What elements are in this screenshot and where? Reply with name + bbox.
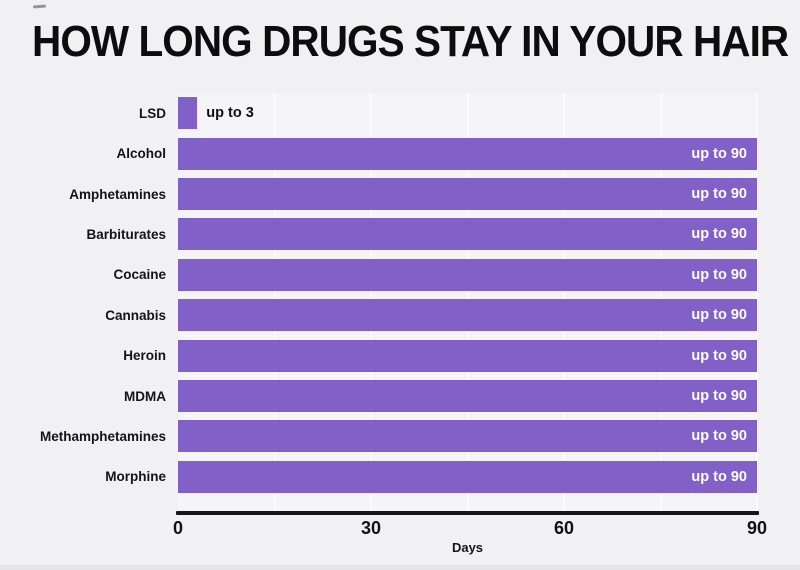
category-label: Methamphetamines bbox=[39, 428, 166, 444]
bar-track: up to 90 bbox=[178, 339, 757, 372]
bar-value-label: up to 90 bbox=[691, 186, 747, 203]
bar bbox=[178, 218, 757, 251]
x-tick-label: 30 bbox=[360, 518, 382, 538]
bar bbox=[178, 380, 757, 413]
bar-value-label: up to 90 bbox=[691, 428, 747, 445]
category-label: Cocaine bbox=[113, 267, 166, 283]
smudge-mark bbox=[32, 4, 47, 9]
bar-value-label: up to 3 bbox=[206, 105, 254, 122]
bar-track: up to 3 bbox=[178, 97, 757, 130]
bar-row: Morphine up to 90 bbox=[0, 457, 757, 497]
bar-row: Cannabis up to 90 bbox=[0, 295, 757, 335]
bar-value-label: up to 90 bbox=[691, 226, 747, 243]
bar bbox=[178, 97, 198, 130]
bar bbox=[178, 339, 757, 372]
bar-row: Cocaine up to 90 bbox=[0, 255, 757, 295]
category-label: LSD bbox=[139, 105, 166, 121]
bar-row: MDMA up to 90 bbox=[0, 376, 757, 416]
category-label: Alcohol bbox=[116, 146, 167, 162]
x-tick-label: 90 bbox=[746, 518, 768, 538]
bar-row: Alcohol up to 90 bbox=[0, 133, 757, 173]
bar-value-label: up to 90 bbox=[691, 388, 747, 405]
x-tick-label: 60 bbox=[553, 518, 575, 538]
bar-value-label: up to 90 bbox=[691, 468, 747, 485]
bar-row: Barbiturates up to 90 bbox=[0, 214, 757, 254]
bar-track: up to 90 bbox=[178, 258, 757, 291]
bar bbox=[178, 420, 757, 453]
bar-value-label: up to 90 bbox=[691, 145, 747, 162]
x-tick-label: 0 bbox=[172, 518, 184, 538]
bar-row: Heroin up to 90 bbox=[0, 335, 757, 375]
category-label: Amphetamines bbox=[69, 186, 166, 202]
bar bbox=[178, 460, 757, 493]
bar-value-label: up to 90 bbox=[691, 266, 747, 283]
bar-value-label: up to 90 bbox=[691, 347, 747, 364]
category-label: Cannabis bbox=[105, 307, 166, 323]
bar-row: Amphetamines up to 90 bbox=[0, 174, 757, 214]
bar bbox=[178, 178, 757, 211]
x-axis-ticks: 0 30 60 90 bbox=[173, 518, 767, 540]
category-label: Barbiturates bbox=[86, 226, 166, 242]
bar-track: up to 90 bbox=[178, 420, 757, 453]
bar-row: Methamphetamines up to 90 bbox=[0, 416, 757, 456]
gridline bbox=[756, 93, 758, 512]
chart-title: HOW LONG DRUGS STAY IN YOUR HAIR bbox=[32, 17, 789, 66]
category-label: MDMA bbox=[124, 388, 166, 404]
bar-rows: LSD up to 3 Alcohol up to 90 Amphetamines up … bbox=[0, 93, 757, 497]
category-label: Heroin bbox=[123, 348, 166, 364]
bar bbox=[178, 137, 757, 170]
bar-track: up to 90 bbox=[178, 137, 757, 170]
category-label: Morphine bbox=[105, 469, 166, 485]
bar bbox=[178, 258, 757, 291]
bar-value-label: up to 90 bbox=[691, 307, 747, 324]
bar-track: up to 90 bbox=[178, 178, 757, 211]
bar-track: up to 90 bbox=[178, 460, 757, 493]
x-axis-label: Days bbox=[451, 540, 484, 555]
bar-track: up to 90 bbox=[178, 380, 757, 413]
bar-track: up to 90 bbox=[178, 218, 757, 251]
bar-row: LSD up to 3 bbox=[0, 93, 757, 133]
bottom-edge-shadow bbox=[0, 565, 800, 570]
bar bbox=[178, 299, 757, 332]
bar-track: up to 90 bbox=[178, 299, 757, 332]
x-axis-line bbox=[176, 511, 759, 515]
